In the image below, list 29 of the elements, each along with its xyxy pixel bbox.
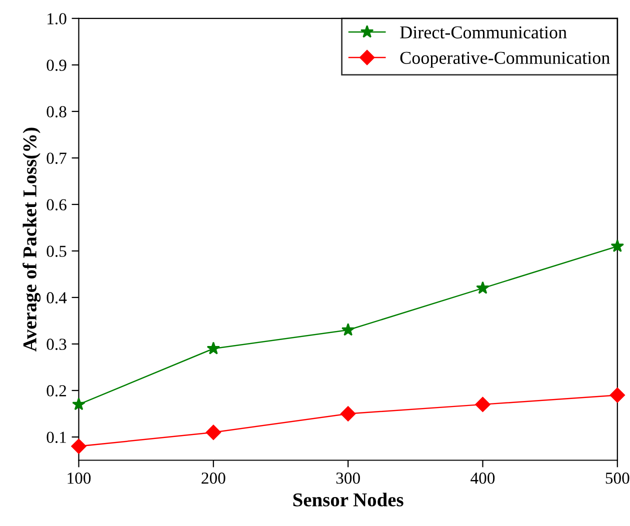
y-tick-label: 0.6 [46, 199, 66, 210]
point [341, 323, 355, 336]
x-tick-label: 400 [470, 472, 495, 484]
legend-label: Cooperative-Communication [400, 52, 610, 68]
point [610, 388, 625, 403]
y-tick-label: 0.5 [46, 246, 66, 257]
x-tick-label: 100 [68, 472, 91, 484]
y-tick-label: 0.9 [46, 60, 66, 71]
y-tick-label: 0.4 [46, 292, 67, 304]
point [71, 438, 86, 454]
point [475, 396, 490, 412]
y-tick-label: 0.1 [46, 432, 66, 444]
point [206, 424, 221, 440]
x-axis-title: Sensor Nodes [293, 492, 404, 506]
point [206, 342, 220, 354]
y-tick-label: 0.2 [46, 385, 66, 397]
point [72, 397, 86, 410]
legend-label: Direct-Communication [400, 26, 567, 38]
x-tick-label: 500 [606, 472, 630, 484]
y-tick-label: 1.0 [48, 13, 66, 24]
y-tick-label: 0.8 [46, 106, 66, 118]
y-tick-label: 0.3 [46, 338, 66, 350]
y-axis-title: Average of Packet Loss(%) [22, 128, 41, 352]
x-tick-label: 200 [202, 472, 226, 484]
point [476, 281, 490, 294]
y-tick-label: 0.7 [46, 152, 66, 164]
point [340, 406, 356, 422]
point [610, 239, 624, 252]
x-tick-label: 300 [336, 472, 360, 484]
